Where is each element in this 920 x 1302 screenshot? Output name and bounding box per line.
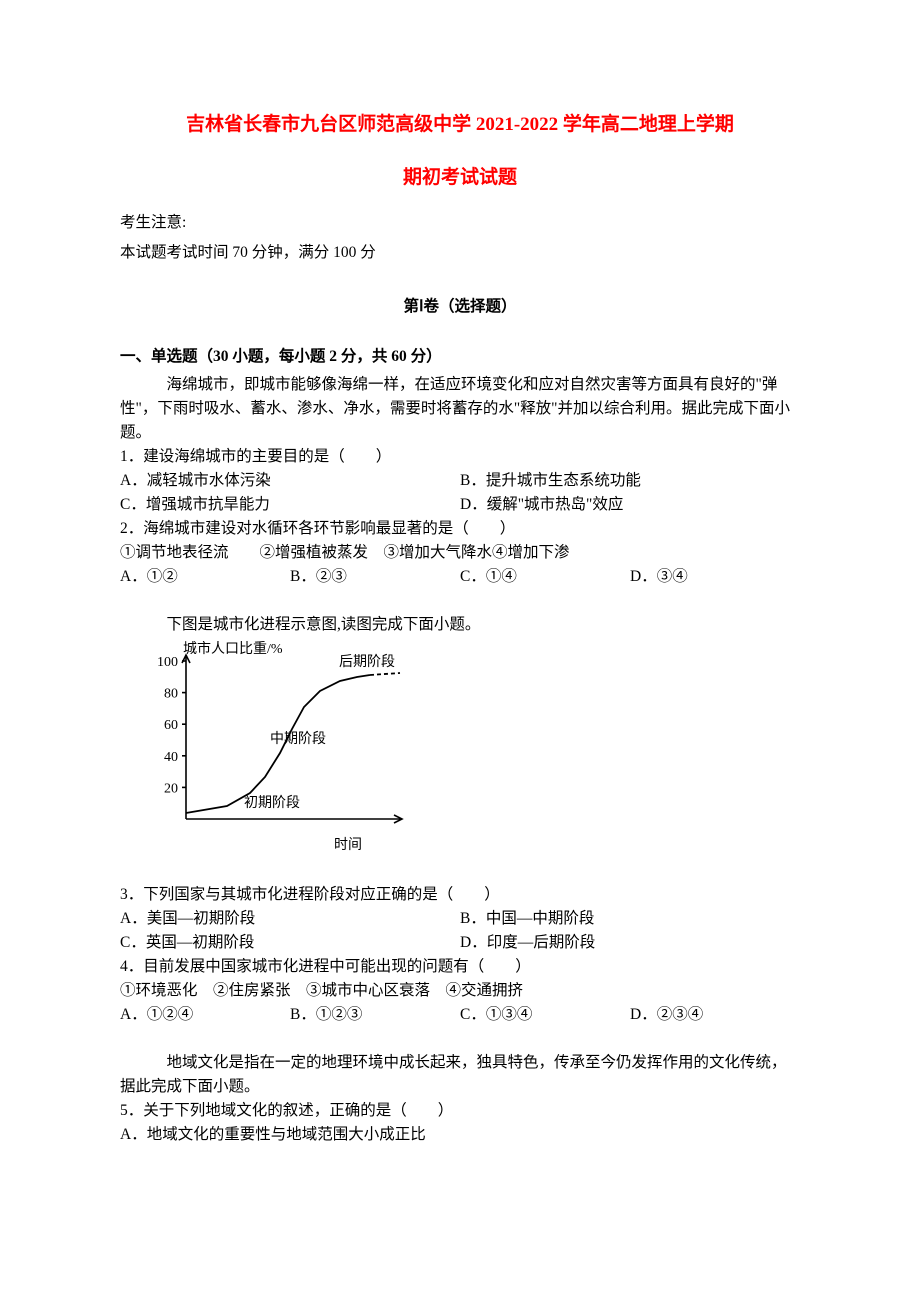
q3-stem: 3．下列国家与其城市化进程阶段对应正确的是（ ） [120, 883, 800, 907]
svg-text:80: 80 [164, 687, 178, 702]
q4-opt-a: A．①②④ [120, 1003, 290, 1027]
q1-options-1: A．减轻城市水体污染 B．提升城市生态系统功能 [120, 469, 800, 493]
block3-passage: 地域文化是指在一定的地理环境中成长起来，独具特色，传承至今仍发挥作用的文化传统，… [120, 1051, 800, 1099]
part1-heading: 一、单选题（30 小题，每小题 2 分，共 60 分） [120, 345, 800, 369]
exam-page: 吉林省长春市九台区师范高级中学 2021-2022 学年高二地理上学期 期初考试… [0, 0, 920, 1302]
q3-opt-c: C．英国—初期阶段 [120, 931, 460, 955]
q2-opt-c: C．①④ [460, 565, 630, 589]
q2-opt-b: B．②③ [290, 565, 460, 589]
q4-stem: 4．目前发展中国家城市化进程中可能出现的问题有（ ） [120, 955, 800, 979]
svg-text:20: 20 [164, 781, 178, 796]
q2-opt-a: A．①② [120, 565, 290, 589]
q5-stem: 5．关于下列地域文化的叙述，正确的是（ ） [120, 1099, 800, 1123]
notice-heading: 考生注意: [120, 211, 800, 235]
q1-opt-c: C．增强城市抗旱能力 [120, 493, 460, 517]
svg-text:初期阶段: 初期阶段 [244, 794, 300, 811]
q3-options-1: A．美国—初期阶段 B．中国—中期阶段 [120, 907, 800, 931]
q1-opt-a: A．减轻城市水体污染 [120, 469, 460, 493]
chart-svg: 城市人口比重/% 20 40 60 80 100 后期阶段中期阶段初期阶段时间 [142, 641, 442, 861]
q1-stem: 1．建设海绵城市的主要目的是（ ） [120, 445, 800, 469]
q1-options-2: C．增强城市抗旱能力 D．缓解"城市热岛"效应 [120, 493, 800, 517]
q3-opt-d: D．印度—后期阶段 [460, 931, 800, 955]
svg-text:100: 100 [157, 655, 178, 670]
q2-opt-d: D．③④ [630, 565, 800, 589]
q2-options: A．①② B．②③ C．①④ D．③④ [120, 565, 800, 589]
svg-text:60: 60 [164, 718, 178, 733]
q5-opt-a: A．地域文化的重要性与地域范围大小成正比 [120, 1123, 800, 1147]
svg-text:城市人口比重/%: 城市人口比重/% [183, 641, 283, 657]
q1-opt-b: B．提升城市生态系统功能 [460, 469, 800, 493]
q3-opt-b: B．中国—中期阶段 [460, 907, 800, 931]
section1-heading: 第Ⅰ卷（选择题） [120, 295, 800, 319]
q4-opt-c: C．①③④ [460, 1003, 630, 1027]
svg-text:中期阶段: 中期阶段 [270, 731, 326, 747]
svg-text:后期阶段: 后期阶段 [339, 654, 395, 670]
q4-opt-b: B．①②③ [290, 1003, 460, 1027]
title-line2: 期初考试试题 [120, 163, 800, 192]
block1-passage: 海绵城市，即城市能够像海绵一样，在适应环境变化和应对自然灾害等方面具有良好的"弹… [120, 373, 800, 445]
urbanization-chart: 城市人口比重/% 20 40 60 80 100 后期阶段中期阶段初期阶段时间 [142, 641, 800, 861]
q1-opt-d: D．缓解"城市热岛"效应 [460, 493, 800, 517]
q4-items: ①环境恶化 ②住房紧张 ③城市中心区衰落 ④交通拥挤 [120, 979, 800, 1003]
notice-line: 本试题考试时间 70 分钟，满分 100 分 [120, 241, 800, 265]
q4-options: A．①②④ B．①②③ C．①③④ D．②③④ [120, 1003, 800, 1027]
q3-opt-a: A．美国—初期阶段 [120, 907, 460, 931]
svg-text:40: 40 [164, 750, 178, 765]
q2-items: ①调节地表径流 ②增强植被蒸发 ③增加大气降水④增加下渗 [120, 541, 800, 565]
q2-stem: 2．海绵城市建设对水循环各环节影响最显著的是（ ） [120, 517, 800, 541]
block2-passage: 下图是城市化进程示意图,读图完成下面小题。 [120, 613, 800, 637]
svg-text:时间: 时间 [334, 837, 362, 853]
q4-opt-d: D．②③④ [630, 1003, 800, 1027]
q3-options-2: C．英国—初期阶段 D．印度—后期阶段 [120, 931, 800, 955]
title-line1: 吉林省长春市九台区师范高级中学 2021-2022 学年高二地理上学期 [120, 110, 800, 139]
